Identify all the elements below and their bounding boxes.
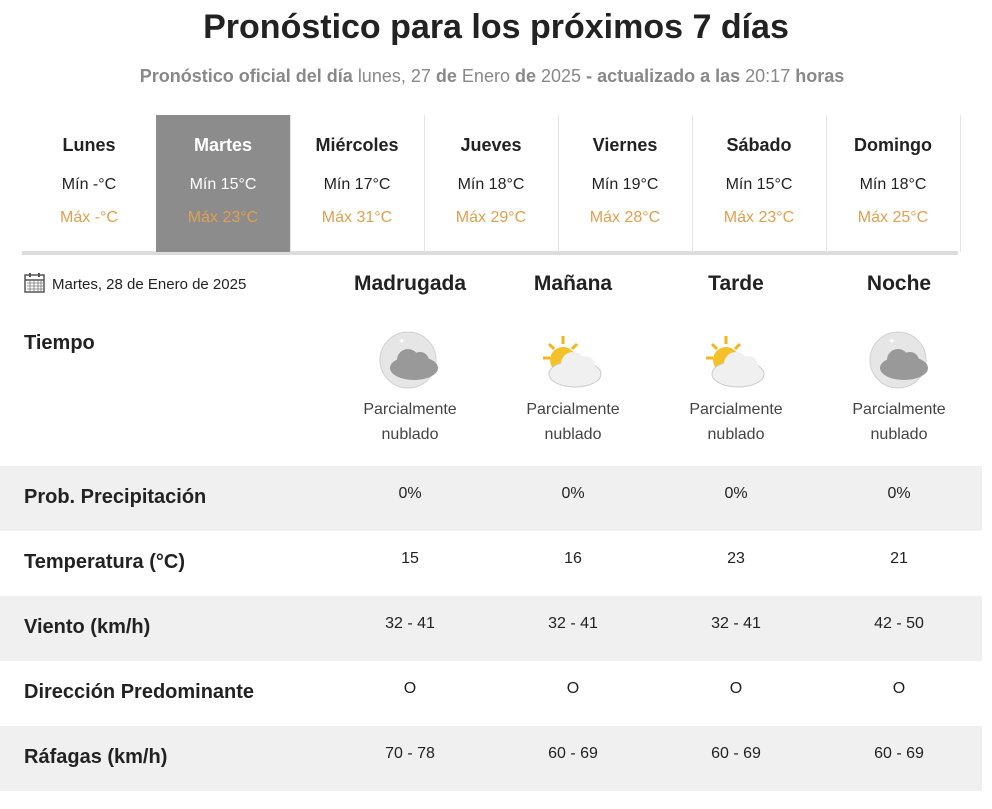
day-tab[interactable]: Jueves Mín 18°C Máx 29°C — [424, 115, 559, 252]
cell-value: 60 - 69 — [711, 745, 761, 762]
condition-line: nublado — [381, 426, 439, 443]
day-tab[interactable]: Sábado Mín 15°C Máx 23°C — [692, 115, 827, 252]
row-label: Prob. Precipitación — [24, 486, 207, 508]
day-min: Mín 19°C — [591, 176, 659, 193]
row-label: Temperatura (°C) — [24, 551, 185, 573]
day-name: Miércoles — [315, 135, 399, 155]
svg-text:✦: ✦ — [888, 336, 896, 346]
cell-value: 60 - 69 — [874, 745, 924, 762]
row-label: Ráfagas (km/h) — [24, 746, 168, 768]
day-max: Máx 29°C — [455, 209, 527, 226]
day-min: Mín 15°C — [189, 176, 257, 193]
subtitle-part: de — [514, 66, 536, 86]
condition-line: nublado — [544, 426, 602, 443]
day-tab[interactable]: Martes Mín 15°C Máx 23°C — [156, 115, 291, 252]
day-min: Mín 18°C — [457, 176, 525, 193]
cell-value: 70 - 78 — [385, 745, 435, 762]
period-header: Mañana — [533, 272, 613, 295]
cell-value: 15 — [401, 550, 419, 567]
cell-value: O — [729, 680, 743, 697]
day-name: Jueves — [460, 135, 522, 155]
table-row: Prob. Precipitación 0% 0% 0% 0% — [0, 466, 982, 531]
subtitle-part: 2025 — [541, 66, 582, 86]
svg-text:✦: ✦ — [398, 336, 406, 346]
day-tab[interactable]: Viernes Mín 19°C Máx 28°C — [558, 115, 693, 252]
subtitle-part: 20:17 — [745, 66, 791, 86]
day-max: Máx 28°C — [589, 209, 661, 226]
day-min: Mín 17°C — [323, 176, 391, 193]
condition: Parcialmente nublado — [526, 397, 619, 447]
condition: Parcialmente nublado — [852, 397, 945, 447]
day-name: Martes — [193, 135, 253, 155]
condition-line: Parcialmente — [689, 401, 783, 418]
table-row: Dirección Predominante O O O O — [0, 661, 982, 726]
subtitle-part: Pronóstico oficial del día — [139, 66, 353, 86]
cell-value: 32 - 41 — [711, 615, 761, 632]
day-max: Máx 23°C — [723, 209, 795, 226]
subtitle-part: - actualizado a las — [586, 66, 741, 86]
condition: Parcialmente nublado — [689, 397, 782, 447]
night-cloud-icon: ✦ — [379, 331, 438, 389]
cell-value: 0% — [724, 485, 748, 502]
cell-value: 42 - 50 — [874, 615, 924, 632]
subtitle-part: horas — [795, 66, 845, 86]
condition: Parcialmente nublado — [363, 397, 456, 447]
cell-value: O — [566, 680, 580, 697]
cell-value: 21 — [890, 550, 908, 567]
table-row: Ráfagas (km/h) 70 - 78 60 - 69 60 - 69 60 - … — [0, 726, 982, 791]
day-min: Mín 15°C — [725, 176, 793, 193]
day-name: Lunes — [62, 135, 116, 155]
row-label: Viento (km/h) — [24, 616, 151, 638]
subtitle: Pronóstico oficial del día lunes, 27 de … — [140, 66, 845, 87]
cell-value: 60 - 69 — [548, 745, 598, 762]
day-tab[interactable]: Lunes Mín -°C Máx -°C — [22, 115, 157, 252]
day-tab[interactable]: Domingo Mín 18°C Máx 25°C — [826, 115, 961, 252]
weather-label: Tiempo — [24, 332, 95, 354]
day-max: Máx 23°C — [187, 209, 259, 226]
cell-value: O — [892, 680, 906, 697]
cell-value: 0% — [561, 485, 585, 502]
date: Martes, 28 de Enero de 2025 — [52, 276, 247, 293]
day-name: Viernes — [592, 135, 658, 155]
cell-value: 0% — [887, 485, 911, 502]
subtitle-part: Enero — [461, 66, 510, 86]
condition-line: Parcialmente — [526, 401, 620, 418]
day-tab[interactable]: Miércoles Mín 17°C Máx 31°C — [290, 115, 425, 252]
cell-value: 0% — [398, 485, 422, 502]
day-name: Domingo — [854, 135, 932, 155]
condition-line: Parcialmente — [852, 401, 946, 418]
day-max: Máx 31°C — [321, 209, 393, 226]
cell-value: 23 — [727, 550, 745, 567]
period-header: Madrugada — [353, 272, 467, 295]
subtitle-part: lunes, 27 — [357, 66, 431, 86]
cell-value: 32 - 41 — [548, 615, 598, 632]
tab-underline — [22, 251, 958, 255]
cell-value: O — [403, 680, 417, 697]
table-row: Temperatura (°C) 15 16 23 21 — [0, 531, 982, 596]
condition-line: Parcialmente — [363, 401, 457, 418]
day-min: Mín 18°C — [859, 176, 927, 193]
period-header: Noche — [866, 272, 932, 295]
day-cloud-icon — [706, 336, 765, 388]
day-max: Máx 25°C — [857, 209, 929, 226]
cell-value: 32 - 41 — [385, 615, 435, 632]
title: Pronóstico para los próximos 7 días — [203, 8, 789, 46]
night-cloud-icon: ✦ — [869, 331, 928, 389]
table-row: Viento (km/h) 32 - 41 32 - 41 32 - 41 42 - 5… — [0, 596, 982, 661]
subtitle-part: de — [435, 66, 457, 86]
day-cloud-icon — [543, 336, 602, 388]
day-min: Mín -°C — [61, 176, 117, 193]
calendar-icon — [24, 273, 45, 293]
cell-value: 16 — [564, 550, 582, 567]
condition-line: nublado — [707, 426, 765, 443]
condition-line: nublado — [870, 426, 928, 443]
day-name: Sábado — [726, 135, 792, 155]
day-max: Máx -°C — [60, 209, 118, 226]
row-label: Dirección Predominante — [24, 681, 255, 703]
period-header: Tarde — [708, 272, 764, 295]
